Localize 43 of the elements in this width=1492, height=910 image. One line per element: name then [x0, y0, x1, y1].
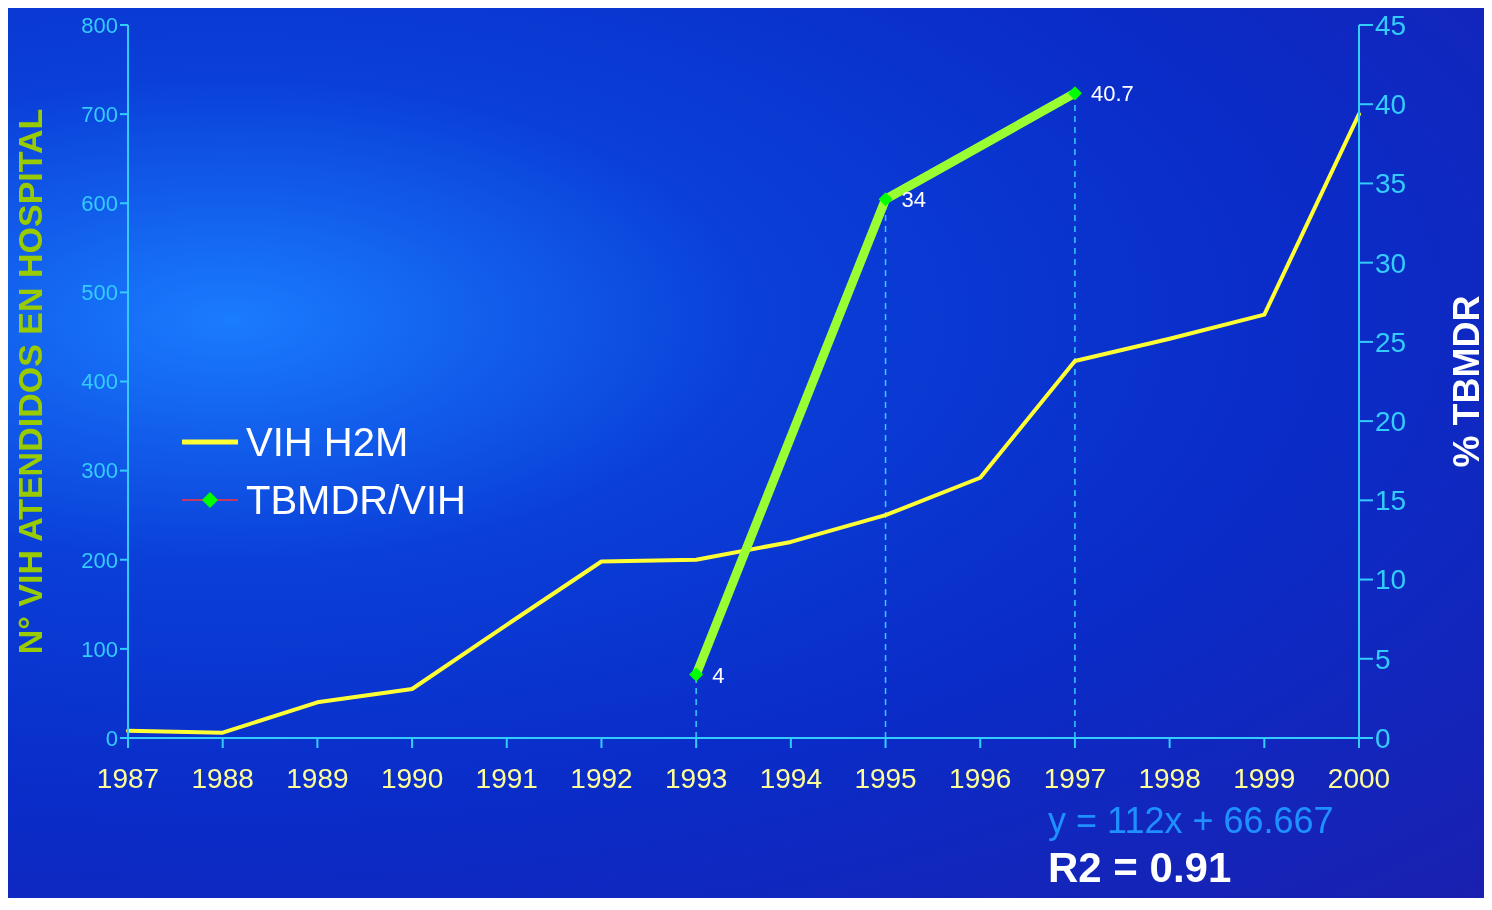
x-tick-label: 1988 — [191, 762, 254, 794]
x-tick-label: 1997 — [1043, 762, 1107, 794]
legend-label: TBMDR/VIH — [246, 477, 466, 523]
y2-tick-label: 15 — [1375, 485, 1407, 517]
x-tick-label: 1990 — [380, 762, 444, 794]
x-tick-label: 1996 — [949, 762, 1012, 794]
text: y = 112x + 66.667 — [1048, 800, 1334, 842]
text: R2 = 0.91 — [1048, 844, 1232, 892]
y-tick-label: 300 — [81, 458, 118, 484]
data-label: 4 — [712, 662, 725, 688]
y2-tick-label: 45 — [1375, 9, 1407, 41]
y2-tick-label: 10 — [1375, 564, 1407, 596]
data-label: 34 — [901, 187, 927, 213]
x-tick-label: 1993 — [665, 762, 728, 794]
y2-tick-label: 25 — [1375, 326, 1407, 358]
y-tick-label: 600 — [81, 191, 118, 217]
y-tick-label: 500 — [81, 280, 118, 306]
x-tick-label: 1995 — [854, 762, 917, 794]
y2-tick-label: 5 — [1375, 643, 1391, 675]
y2-tick-label: 20 — [1375, 406, 1407, 438]
y2-tick-label: 40 — [1375, 89, 1407, 121]
x-tick-label: 1992 — [570, 762, 633, 794]
x-tick-label: 1991 — [475, 762, 538, 794]
y-axis-title: N° VIH ATENDIDOS EN HOSPITAL — [11, 108, 50, 655]
y-tick-label: 800 — [81, 12, 118, 38]
x-tick-label: 1999 — [1233, 762, 1296, 794]
x-tick-label: 1998 — [1138, 762, 1201, 794]
y-tick-label: 400 — [81, 369, 118, 395]
y-tick-label: 700 — [81, 101, 118, 127]
y-tick-label: 200 — [81, 547, 118, 573]
x-tick-label: 2000 — [1327, 762, 1391, 794]
x-tick-label: 1987 — [96, 762, 160, 794]
y2-tick-label: 0 — [1375, 722, 1391, 754]
y2-tick-label: 35 — [1375, 168, 1407, 200]
data-label: 40.7 — [1090, 81, 1134, 107]
y2-axis-title: % TBMDR — [1445, 295, 1487, 468]
x-tick-label: 1989 — [286, 762, 349, 794]
y-tick-label: 100 — [81, 636, 118, 662]
y-tick-label: 0 — [105, 725, 118, 751]
x-tick-label: 1994 — [759, 762, 822, 794]
legend-label: VIH H2M — [246, 419, 409, 465]
line-series — [126, 112, 1361, 735]
y2-tick-label: 30 — [1375, 247, 1407, 279]
